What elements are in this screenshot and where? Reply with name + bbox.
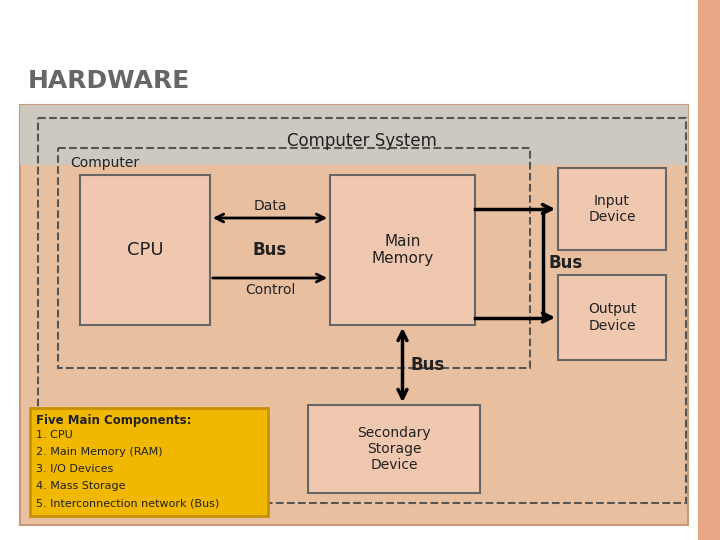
Text: Bus: Bus <box>410 356 445 374</box>
Text: Data: Data <box>253 199 287 213</box>
Text: 2. Main Memory (RAM): 2. Main Memory (RAM) <box>36 447 163 457</box>
Text: Five Main Components:: Five Main Components: <box>36 414 192 427</box>
Bar <box>38 118 686 503</box>
Bar <box>308 405 480 493</box>
Text: Bus: Bus <box>253 241 287 259</box>
Text: Secondary
Storage
Device: Secondary Storage Device <box>357 426 431 472</box>
Text: Computer System: Computer System <box>287 132 437 150</box>
Bar <box>30 408 268 516</box>
Text: 1. CPU: 1. CPU <box>36 430 73 440</box>
Text: 5. Interconnection network (Bus): 5. Interconnection network (Bus) <box>36 498 220 508</box>
Bar <box>20 105 688 180</box>
Text: Control: Control <box>245 283 295 297</box>
Bar <box>58 148 530 368</box>
Bar <box>20 105 688 525</box>
Bar <box>558 168 666 250</box>
Bar <box>558 275 666 360</box>
Text: 3. I/O Devices: 3. I/O Devices <box>36 464 113 474</box>
Bar <box>80 175 210 325</box>
Text: Main
Memory: Main Memory <box>372 234 433 266</box>
Text: Output
Device: Output Device <box>588 302 636 333</box>
Bar <box>698 0 720 540</box>
Bar <box>330 175 475 325</box>
Text: Computer: Computer <box>70 156 139 170</box>
Text: Input
Device: Input Device <box>588 194 636 224</box>
Text: CPU: CPU <box>127 241 163 259</box>
Bar <box>20 105 688 165</box>
Text: Bus: Bus <box>548 254 582 272</box>
Text: HARDWARE: HARDWARE <box>28 69 190 93</box>
Text: 4. Mass Storage: 4. Mass Storage <box>36 481 125 491</box>
